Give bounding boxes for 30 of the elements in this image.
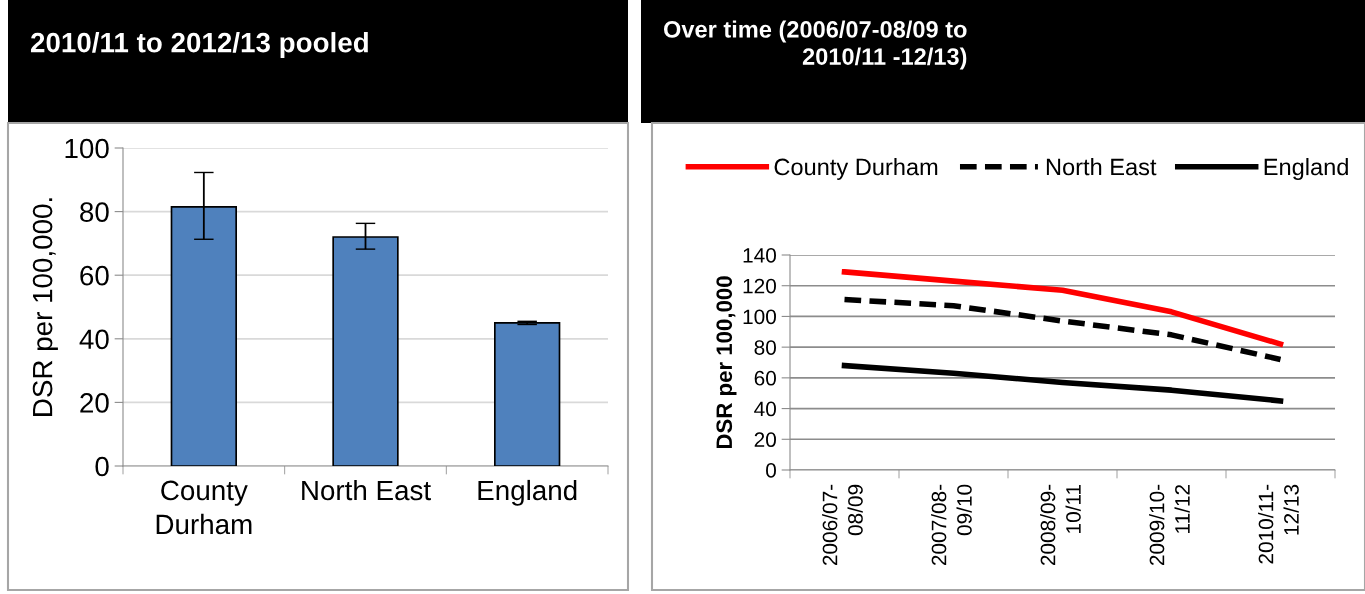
y-tick-label: 120	[743, 278, 776, 294]
y-tick-label: 0	[95, 456, 109, 477]
chart-title: Over time (2006/07-08/09 to 2010/11 -12/13)	[663, 20, 967, 70]
y-axis-title: DSR per 100,000	[716, 276, 737, 449]
y-tick-label: 60	[754, 370, 776, 386]
x-tick-label: 2007/08- 09/10	[931, 484, 972, 566]
chart-title: 2010/11 to 2012/13 pooled	[30, 32, 368, 58]
x-tick-label: 2008/09- 10/11	[1040, 484, 1081, 566]
legend-label: North East	[1046, 157, 1157, 176]
y-tick-label: 60	[80, 265, 109, 286]
x-tick-label: 2010/11- 12/13	[1258, 484, 1299, 564]
legend-label: County Durham	[774, 157, 938, 180]
legend-label: England	[1264, 157, 1348, 180]
x-tick-label: 2006/07- 08/09	[822, 484, 863, 566]
x-tick-label: County Durham	[156, 480, 252, 535]
y-tick-label: 100	[65, 138, 109, 159]
x-tick-label: North East	[302, 479, 431, 501]
x-tick-label: 2009/10- 11/12	[1149, 484, 1190, 566]
y-tick-label: 20	[754, 432, 776, 448]
x-tick-label: England	[478, 479, 577, 506]
y-tick-label: 100	[743, 309, 776, 325]
y-tick-label: 40	[754, 401, 776, 417]
y-tick-label: 80	[754, 340, 776, 355]
y-tick-label: 80	[80, 202, 109, 222]
y-tick-label: 140	[743, 248, 776, 263]
y-tick-label: 40	[79, 329, 109, 350]
y-axis-title: DSR per 100,000.	[32, 198, 58, 416]
y-tick-label: 20	[80, 393, 109, 413]
y-tick-label: 0	[766, 463, 776, 478]
bar	[493, 322, 561, 466]
